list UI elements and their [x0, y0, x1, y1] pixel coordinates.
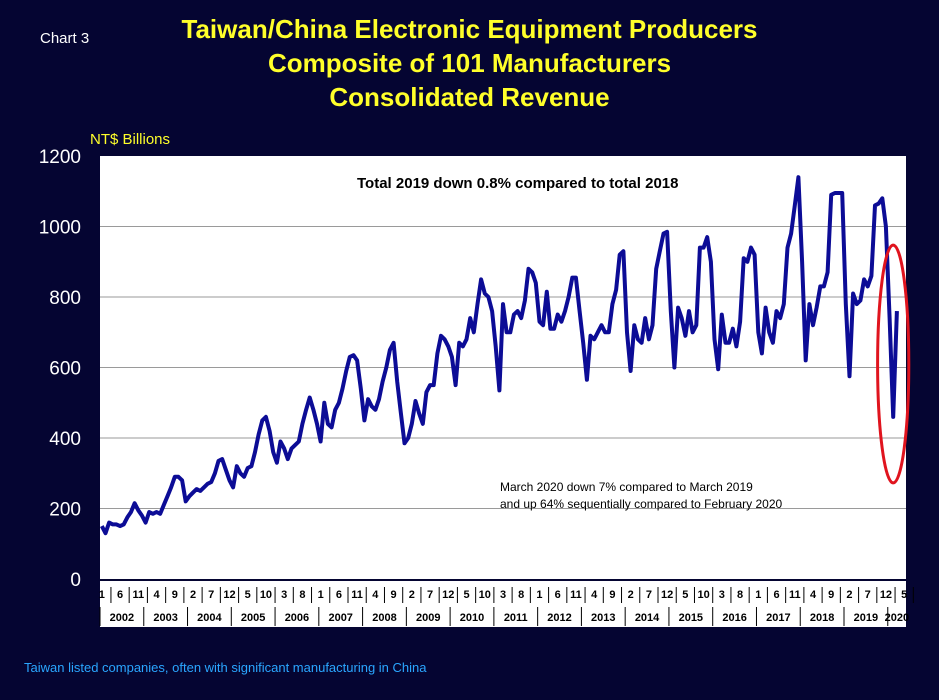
x-tick-label: 2	[409, 589, 415, 601]
x-tick-label: 4	[153, 589, 160, 601]
y-tick-labels: 0 200 400 600 800 1000 1200	[39, 147, 81, 591]
y-tick-label: 400	[49, 429, 81, 450]
year-label: 2012	[547, 612, 571, 624]
y-tick-label: 1000	[39, 218, 81, 239]
year-label: 2005	[241, 612, 265, 624]
x-tick-label: 8	[299, 589, 305, 601]
x-tick-label: 7	[427, 589, 433, 601]
x-tick-label: 6	[117, 589, 123, 601]
x-tick-label: 1	[755, 589, 761, 601]
year-label: 2011	[504, 612, 528, 624]
grid-lines	[100, 226, 906, 509]
year-label: 2006	[285, 612, 309, 624]
y-axis-unit-label: NT$ Billions	[90, 131, 171, 148]
year-label: 2003	[153, 612, 177, 624]
x-tick-label: 12	[223, 589, 235, 601]
x-tick-label: 10	[260, 589, 272, 601]
x-tick-label: 2	[846, 589, 852, 601]
footer-note: Taiwan listed companies, often with sign…	[24, 660, 427, 675]
x-tick-label: 3	[500, 589, 506, 601]
x-tick-label: 11	[789, 589, 801, 601]
year-label: 2014	[635, 612, 660, 624]
chart-number-label: Chart 3	[40, 30, 90, 47]
year-label: 2017	[766, 612, 790, 624]
x-tick-label: 4	[372, 589, 379, 601]
x-tick-label: 7	[865, 589, 871, 601]
x-tick-label: 8	[737, 589, 743, 601]
y-tick-label: 1200	[39, 147, 81, 168]
year-label: 2008	[372, 612, 396, 624]
x-tick-label: 4	[810, 589, 817, 601]
title-line-3: Consolidated Revenue	[329, 82, 610, 112]
year-label: 2007	[328, 612, 352, 624]
x-tick-label: 7	[208, 589, 214, 601]
year-label: 2019	[854, 612, 878, 624]
x-tick-label: 1	[536, 589, 542, 601]
year-label: 2002	[110, 612, 134, 624]
x-tick-label: 12	[442, 589, 454, 601]
revenue-series-line	[100, 175, 899, 536]
title-line-1: Taiwan/China Electronic Equipment Produc…	[181, 14, 758, 44]
x-tick-label: 6	[555, 589, 561, 601]
y-tick-label: 200	[49, 500, 81, 521]
x-axis-band	[100, 581, 906, 627]
x-tick-label: 5	[682, 589, 688, 601]
x-tick-label: 12	[661, 589, 673, 601]
annotation-march-2020-line2: and up 64% sequentially compared to Febr…	[500, 497, 783, 511]
chart-title: Taiwan/China Electronic Equipment Produc…	[0, 12, 939, 114]
x-tick-label: 3	[281, 589, 287, 601]
x-tick-label: 12	[880, 589, 892, 601]
x-tick-labels: 1 6 11 4 9 2 7 12 5 10 3 8 1 6 11 4 9 2 7 12 5 10 3 8 1 6 11 4 9 2 7 12…	[99, 587, 914, 603]
year-label: 2018	[810, 612, 834, 624]
x-tick-label: 10	[479, 589, 491, 601]
x-tick-label: 8	[518, 589, 524, 601]
x-tick-label: 11	[351, 589, 363, 601]
x-tick-label: 1	[99, 589, 105, 601]
x-tick-label: 2	[190, 589, 196, 601]
x-tick-label: 11	[132, 589, 144, 601]
year-label: 2016	[722, 612, 746, 624]
title-line-2: Composite of 101 Manufacturers	[267, 48, 672, 78]
x-tick-label: 3	[719, 589, 725, 601]
year-label: 2010	[460, 612, 484, 624]
x-tick-label: 5	[245, 589, 251, 601]
y-tick-label: 800	[49, 288, 81, 309]
x-tick-label: 6	[773, 589, 779, 601]
year-label: 2013	[591, 612, 615, 624]
year-labels: 2002 2003 2004 2005 2006 2007 2008 2009 2010 2011…	[99, 607, 909, 626]
x-tick-label: 4	[591, 589, 598, 601]
x-tick-label: 9	[172, 589, 178, 601]
x-tick-label: 5	[901, 589, 907, 601]
year-label: 2015	[679, 612, 703, 624]
year-label: 2004	[197, 612, 222, 624]
highlight-ellipse	[876, 243, 911, 485]
x-tick-label: 6	[336, 589, 342, 601]
y-tick-label: 0	[70, 570, 81, 591]
x-tick-label: 9	[391, 589, 397, 601]
x-tick-label: 2	[628, 589, 634, 601]
y-tick-label: 600	[49, 359, 81, 380]
year-label: 2009	[416, 612, 440, 624]
x-tick-label: 9	[609, 589, 615, 601]
year-label: 2020	[885, 612, 909, 624]
x-tick-label: 11	[570, 589, 582, 601]
x-tick-label: 9	[828, 589, 834, 601]
x-tick-label: 7	[646, 589, 652, 601]
x-tick-label: 10	[697, 589, 709, 601]
x-tick-label: 5	[463, 589, 469, 601]
x-tick-label: 1	[318, 589, 324, 601]
annotation-march-2020-line1: March 2020 down 7% compared to March 201…	[500, 480, 753, 494]
annotation-2019-total: Total 2019 down 0.8% compared to total 2…	[357, 175, 678, 192]
